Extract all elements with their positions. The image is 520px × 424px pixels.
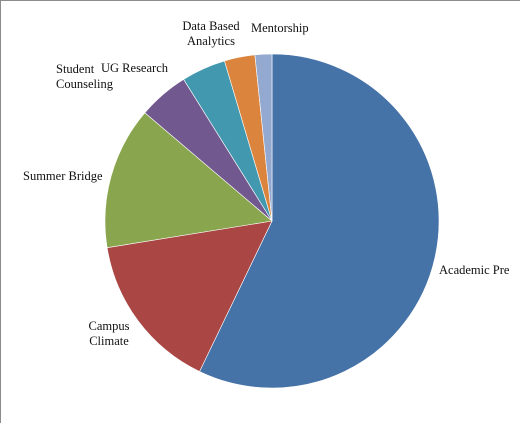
slice-label-campus-climate: Campus Climate <box>69 319 149 349</box>
slice-label-ug-research-line-1: UG Research <box>101 61 168 75</box>
slice-label-campus-climate-line-2: Climate <box>89 334 129 348</box>
slice-label-summer-bridge-line-1: Summer Bridge <box>23 169 103 183</box>
slice-label-campus-climate-line-1: Campus <box>88 319 130 333</box>
slice-label-data-based-analytics-line-2: Analytics <box>187 34 235 48</box>
slice-label-student-counseling-line-2: Counseling <box>56 77 113 91</box>
slice-label-ug-research: UG Research <box>101 61 168 76</box>
slice-label-summer-bridge: Summer Bridge <box>23 169 103 184</box>
slice-label-academic-line-1: Academic Pre <box>439 263 510 277</box>
pie-slice-campus-climate <box>106 220 273 372</box>
slice-label-student-counseling-line-1: Student <box>56 62 95 76</box>
slice-label-mentorship-line-1: Mentorship <box>251 21 309 35</box>
pie-slice-mentorship <box>254 53 273 222</box>
slice-label-academic: Academic Pre <box>439 263 509 278</box>
slice-label-mentorship: Mentorship <box>251 21 309 36</box>
slice-label-data-based-analytics-line-1: Data Based <box>182 19 240 33</box>
slice-label-data-based-analytics: Data Based Analytics <box>171 19 251 49</box>
slice-label-student-counseling: Student Counseling <box>56 62 113 92</box>
pie-slice-academic-pre <box>199 53 440 389</box>
pie-slice-summer-bridge <box>104 112 273 248</box>
